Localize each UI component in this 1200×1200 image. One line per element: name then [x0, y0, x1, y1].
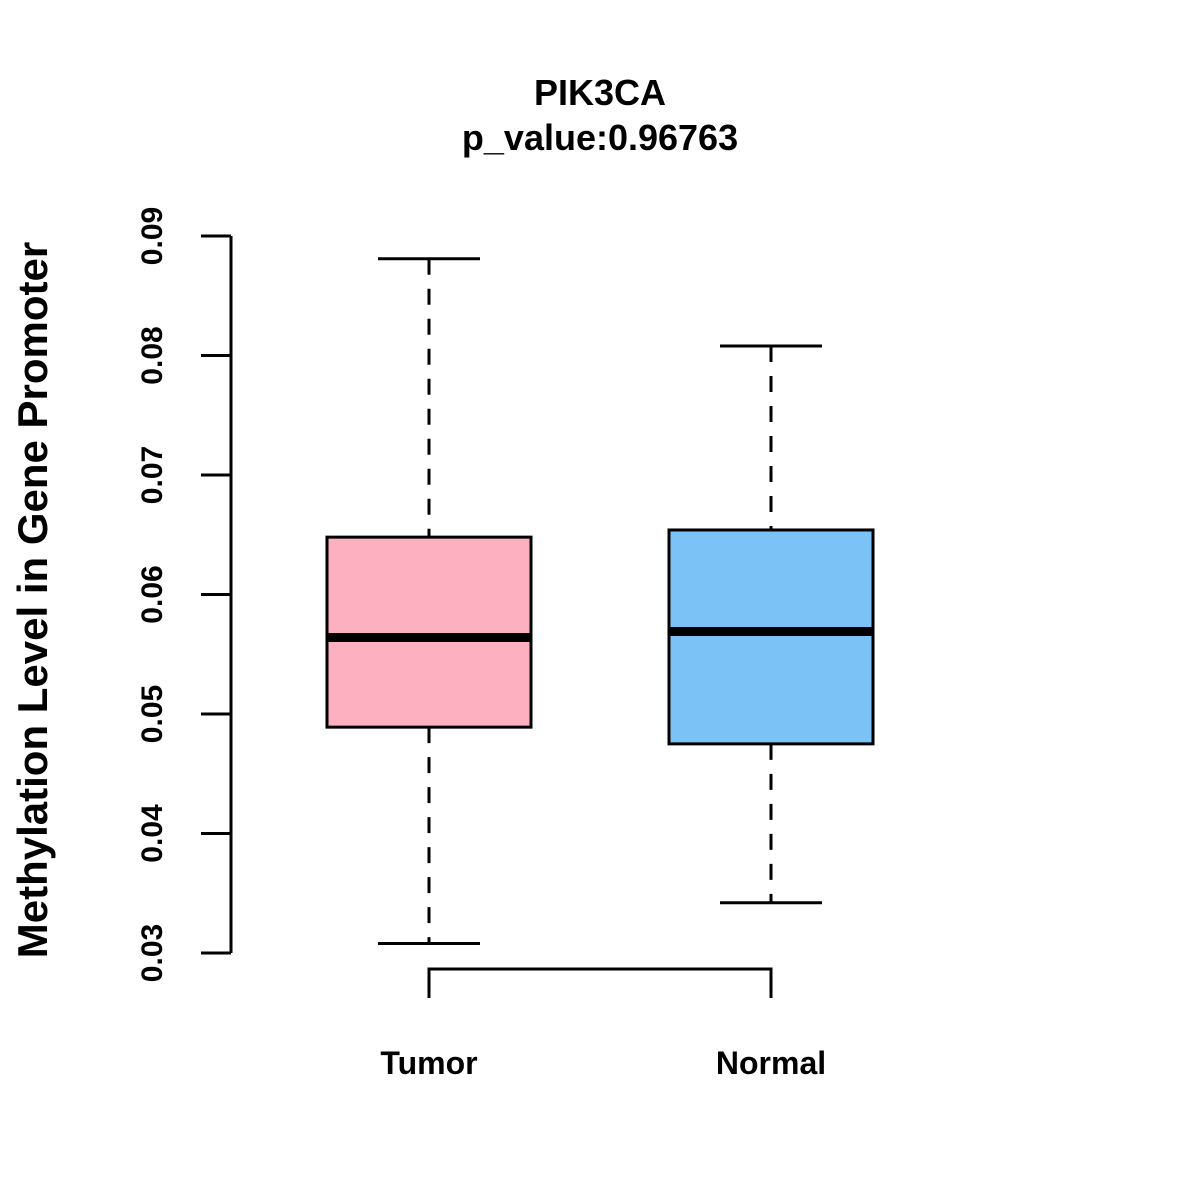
y-tick-label-6: 0.09 [136, 207, 169, 265]
iqr-box [325, 535, 533, 729]
y-tick-label-4: 0.07 [136, 446, 169, 504]
y-axis-label: Methylation Level in Gene Promoter [9, 242, 56, 958]
y-axis: 0.03 0.04 0.05 0.06 0.07 0.08 0.09 [136, 207, 233, 982]
x-label-tumor: Tumor [380, 1045, 477, 1081]
y-tick-label-5: 0.08 [136, 326, 169, 384]
y-tick-label-1: 0.04 [136, 804, 169, 863]
y-tick-label-3: 0.06 [136, 565, 169, 623]
y-tick-label-0: 0.03 [136, 924, 169, 982]
chart-subtitle: p_value:0.96763 [462, 117, 738, 158]
iqr-box [667, 528, 875, 746]
y-tick-label-2: 0.05 [136, 685, 169, 743]
comparison-bracket [427, 967, 773, 998]
x-axis-labels: Tumor Normal [380, 1045, 826, 1081]
box-tumor [325, 257, 533, 945]
bracket-line [427, 967, 773, 998]
boxes-group [325, 257, 875, 945]
box-normal [667, 344, 875, 905]
chart-title: PIK3CA [534, 72, 666, 113]
x-label-normal: Normal [716, 1045, 826, 1081]
